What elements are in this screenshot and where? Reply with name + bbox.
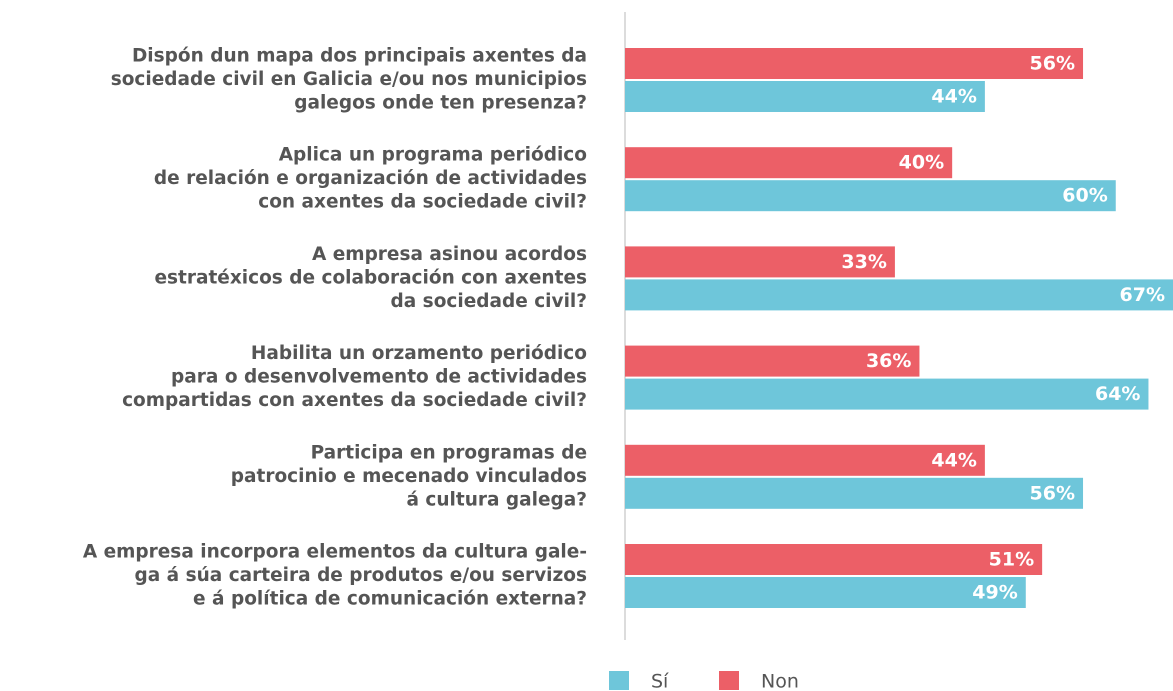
bar bbox=[625, 180, 1116, 212]
category-label: Participa en programas de patrocinio e me… bbox=[231, 442, 587, 510]
category-label: Habilita un orzamento periódico para o de… bbox=[122, 343, 587, 411]
bar bbox=[625, 279, 1173, 311]
legend-label: Non bbox=[761, 671, 799, 691]
bar bbox=[625, 81, 985, 112]
bar bbox=[625, 544, 1043, 575]
category-label: Dispón dun mapa dos principais axentes d… bbox=[111, 46, 587, 114]
value-label: 56% bbox=[1030, 53, 1075, 75]
value-label: 49% bbox=[972, 582, 1017, 604]
bar bbox=[625, 444, 985, 476]
value-label: 40% bbox=[899, 152, 944, 174]
value-label: 33% bbox=[841, 251, 886, 273]
category-label: A empresa asinou acordos estratéxicos de … bbox=[154, 244, 587, 312]
legend-swatch bbox=[719, 671, 739, 690]
value-label: 60% bbox=[1062, 185, 1107, 207]
value-label: 36% bbox=[866, 350, 911, 372]
value-label: 67% bbox=[1120, 284, 1165, 306]
legend-swatch bbox=[609, 671, 629, 690]
value-label: 44% bbox=[931, 86, 976, 108]
category-label: A empresa incorpora elementos da cultura… bbox=[83, 542, 587, 610]
category-label: Aplica un programa periódico de relación … bbox=[154, 145, 587, 213]
bar bbox=[625, 577, 1026, 608]
bar bbox=[625, 147, 953, 179]
value-label: 44% bbox=[931, 449, 976, 471]
bar bbox=[625, 48, 1084, 79]
value-label: 51% bbox=[989, 549, 1034, 571]
bar bbox=[625, 477, 1084, 509]
legend-label: Sí bbox=[651, 671, 669, 691]
value-label: 56% bbox=[1030, 482, 1075, 504]
bar bbox=[625, 246, 895, 278]
value-label: 64% bbox=[1095, 383, 1140, 405]
bar bbox=[625, 345, 920, 377]
bar bbox=[625, 378, 1149, 410]
